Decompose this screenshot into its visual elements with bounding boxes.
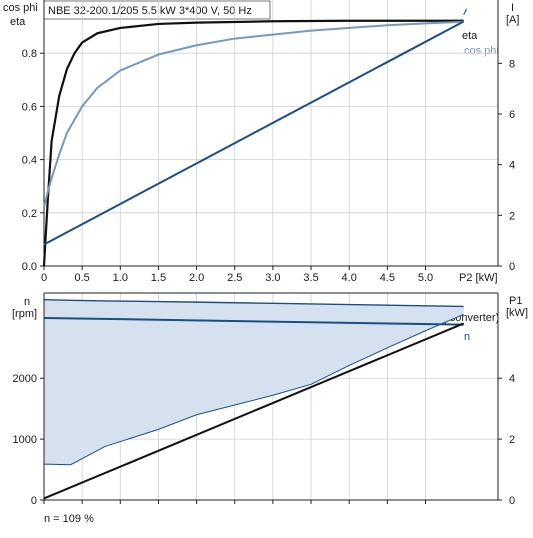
- upper-x-tick-label-2: 1.0: [113, 272, 128, 284]
- upper-right-tick-label-4: 8: [509, 58, 515, 70]
- speed-line: [43, 316, 464, 326]
- upper-x-tick-label-10: 5.0: [418, 272, 433, 284]
- lower-right-axis-label-2: [kW]: [506, 307, 528, 319]
- upper-left-tick-label-0: 0.0: [22, 261, 37, 273]
- lower-right-tick-label-2: 4: [509, 373, 515, 385]
- upper-x-tick-label-7: 3.5: [303, 272, 318, 284]
- upper-right-axis-label-2: [A]: [506, 14, 519, 26]
- upper-left-tick-label-1: 0.2: [22, 208, 37, 220]
- upper-x-tick-label-8: 4.0: [342, 272, 357, 284]
- upper-right-tick-label-3: 6: [509, 109, 515, 121]
- operating-range-band: [44, 299, 464, 465]
- chart-marks: 0 0.5 1.0 1.5 2.0 2.5 3.0 3.5 4.0 4.5 5.0 0.0 0.2 0.4…: [13, 0, 515, 507]
- lower-left-axis-label-2: [rpm]: [12, 308, 37, 320]
- series-label-eta: eta: [462, 30, 478, 42]
- lower-left-tick-label-0: 0: [31, 495, 37, 507]
- band-lower-edge: [43, 313, 464, 466]
- upper-x-tick-label-9: 4.5: [380, 272, 395, 284]
- upper-x-tick-label-3: 1.5: [151, 272, 166, 284]
- upper-left-tick-label-4: 0.8: [22, 48, 37, 60]
- upper-right-tick-label-0: 0: [509, 261, 515, 273]
- lower-left-axis-label-1: n: [24, 296, 30, 308]
- upper-left-tick-label-2: 0.4: [22, 155, 37, 167]
- upper-left-axis-label-2: eta: [10, 16, 26, 28]
- lower-right-tick-label-0: 0: [509, 495, 515, 507]
- upper-x-axis-label: P2 [kW]: [459, 272, 498, 284]
- lower-left-tick-label-1: 1000: [13, 434, 37, 446]
- footnote: n = 109 %: [44, 513, 94, 525]
- eta-label-leader: [463, 8, 468, 15]
- series-label-n: n: [464, 331, 470, 343]
- lower-right-tick-label-1: 2: [509, 434, 515, 446]
- upper-left-tick-label-3: 0.6: [22, 101, 37, 113]
- chart-title: NBE 32-200.1/205 5.5 kW 3*400 V, 50 Hz: [48, 5, 252, 17]
- upper-right-axis-label-1: I: [511, 2, 514, 14]
- p1-line: [43, 322, 465, 500]
- upper-right-tick-label-2: 4: [509, 160, 515, 172]
- upper-x-tick-label-0: 0: [41, 272, 47, 284]
- lower-left-tick-label-2: 2000: [13, 373, 37, 385]
- upper-x-tick-label-4: 2.0: [189, 272, 204, 284]
- series-label-cos-phi: cos phi: [464, 45, 499, 57]
- upper-x-tick-label-5: 2.5: [227, 272, 242, 284]
- upper-x-tick-label-6: 3.0: [265, 272, 280, 284]
- lower-right-axis-label-1: P1: [509, 295, 522, 307]
- upper-left-axis-label-1: cos phi: [3, 2, 38, 14]
- upper-right-tick-label-1: 2: [509, 210, 515, 222]
- band-upper-edge: [43, 299, 464, 308]
- eta-curve: [42, 19, 464, 267]
- current-line: [43, 20, 465, 246]
- cos-phi-curve: [43, 20, 464, 208]
- upper-x-tick-label-1: 0.5: [75, 272, 90, 284]
